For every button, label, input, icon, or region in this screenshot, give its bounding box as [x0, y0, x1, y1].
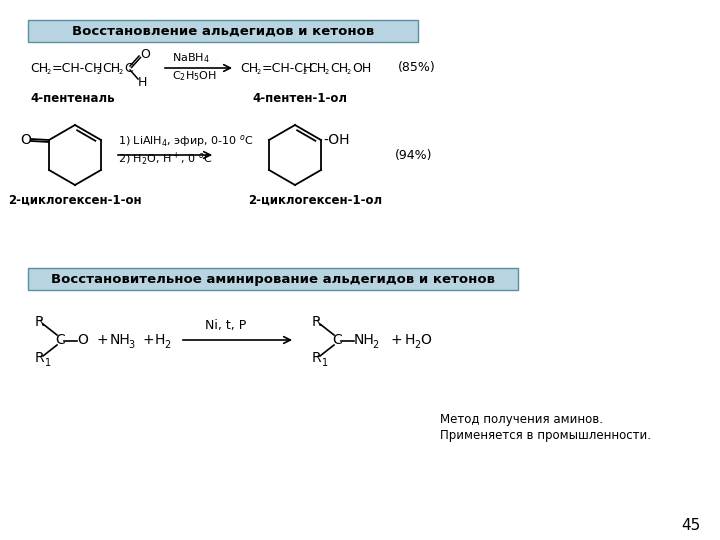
Text: 2-циклогексен-1-он: 2-циклогексен-1-он	[8, 193, 142, 206]
Bar	[28, 20, 418, 42]
Text: R: R	[312, 351, 322, 365]
Text: (94%): (94%)	[395, 148, 433, 161]
Text: =CH-CH: =CH-CH	[52, 62, 104, 75]
Text: (85%): (85%)	[398, 62, 436, 75]
Text: OH: OH	[352, 62, 372, 75]
Text: -OH: -OH	[323, 133, 349, 147]
Text: $_2$: $_2$	[46, 67, 52, 77]
Text: Применяется в промышленности.: Применяется в промышленности.	[440, 429, 651, 442]
Text: =CH-CH: =CH-CH	[262, 62, 313, 75]
Text: 1: 1	[45, 358, 51, 368]
Text: 2: 2	[414, 340, 420, 350]
Text: H: H	[155, 333, 166, 347]
Text: 2) H$_2$O, H$^+$, 0 $^o$C: 2) H$_2$O, H$^+$, 0 $^o$C	[118, 151, 213, 167]
Text: O: O	[140, 48, 150, 60]
Text: CH: CH	[240, 62, 258, 75]
Text: Ni, t, P: Ni, t, P	[205, 320, 246, 333]
Text: 2-циклогексен-1-ол: 2-циклогексен-1-ол	[248, 193, 382, 206]
Text: $_2$: $_2$	[96, 67, 102, 77]
Text: 2: 2	[372, 340, 378, 350]
Text: C: C	[332, 333, 342, 347]
Text: NaBH$_4$: NaBH$_4$	[172, 51, 210, 65]
Text: 2: 2	[164, 340, 170, 350]
Text: C: C	[55, 333, 65, 347]
Text: O: O	[420, 333, 431, 347]
Text: 1: 1	[322, 358, 328, 368]
Text: 4-пентеналь: 4-пентеналь	[30, 91, 114, 105]
Text: +: +	[97, 333, 109, 347]
Text: $_2$: $_2$	[302, 67, 307, 77]
Text: C: C	[124, 62, 132, 75]
Text: Восстановительное аминирование альдегидов и кетонов: Восстановительное аминирование альдегидо…	[51, 273, 495, 286]
Text: +: +	[390, 333, 402, 347]
Text: O: O	[20, 133, 31, 147]
Text: NH: NH	[110, 333, 131, 347]
Text: $_2$: $_2$	[118, 67, 124, 77]
Text: R: R	[312, 315, 322, 329]
Text: Метод получения аминов.: Метод получения аминов.	[440, 414, 603, 427]
Text: $_2$: $_2$	[324, 67, 330, 77]
Text: R: R	[35, 351, 45, 365]
Bar	[28, 268, 518, 290]
Text: H: H	[405, 333, 415, 347]
Text: Восстановление альдегидов и кетонов: Восстановление альдегидов и кетонов	[72, 24, 374, 37]
Text: O: O	[77, 333, 88, 347]
Text: $_2$: $_2$	[346, 67, 351, 77]
Text: 1) LiAlH$_4$, эфир, 0-10 $^o$C: 1) LiAlH$_4$, эфир, 0-10 $^o$C	[118, 133, 254, 149]
Text: NH: NH	[354, 333, 374, 347]
Text: CH: CH	[308, 62, 326, 75]
Text: CH: CH	[30, 62, 48, 75]
Text: +: +	[142, 333, 153, 347]
Text: 4-пентен-1-ол: 4-пентен-1-ол	[252, 91, 347, 105]
Text: R: R	[35, 315, 45, 329]
Text: C$_2$H$_5$OH: C$_2$H$_5$OH	[172, 69, 217, 83]
Text: $_2$: $_2$	[256, 67, 261, 77]
Text: CH: CH	[330, 62, 348, 75]
Text: H: H	[138, 76, 148, 89]
Text: CH: CH	[102, 62, 120, 75]
Text: 45: 45	[680, 518, 700, 534]
Text: 3: 3	[128, 340, 134, 350]
